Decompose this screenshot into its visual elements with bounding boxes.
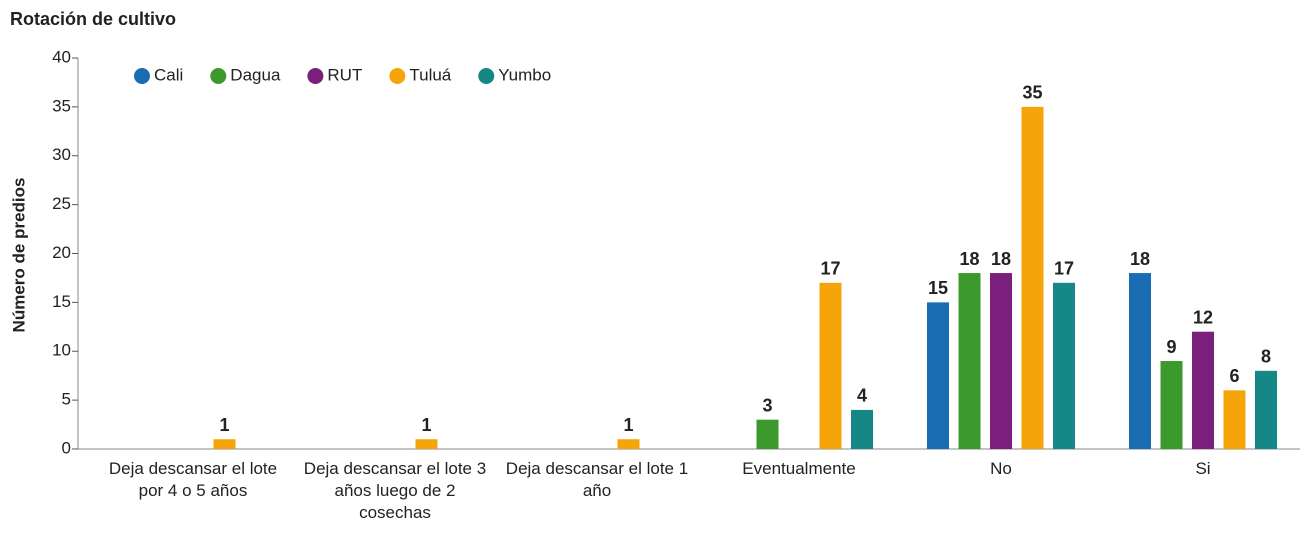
data-label: 8 <box>1261 347 1271 367</box>
y-tick-label: 15 <box>52 292 71 311</box>
x-tick-label: Deja descansar el lote 1 año <box>505 459 689 500</box>
x-tick-label: No <box>990 459 1012 478</box>
bar <box>819 282 842 449</box>
data-label: 17 <box>1054 259 1074 279</box>
bar <box>927 302 949 449</box>
x-tick-label: Si <box>1195 459 1211 478</box>
data-label: 4 <box>857 386 867 406</box>
data-label: 18 <box>959 249 979 269</box>
x-tick-label: Deja descansar el lote 3 años luego de 2… <box>303 459 487 522</box>
bar <box>1053 282 1075 449</box>
y-tick-label: 35 <box>52 96 71 115</box>
legend-swatch <box>389 68 406 84</box>
y-tick-label: 10 <box>52 341 71 360</box>
data-label: 9 <box>1166 337 1176 357</box>
y-tick-label: 40 <box>52 47 71 66</box>
legend-label: Tuluá <box>409 65 451 84</box>
data-label: 6 <box>1229 366 1239 386</box>
bar <box>1129 273 1151 449</box>
data-label: 1 <box>421 415 431 435</box>
bar <box>990 273 1012 449</box>
data-label: 17 <box>820 259 840 279</box>
legend-label: Yumbo <box>498 65 551 84</box>
data-label: 35 <box>1022 83 1042 103</box>
y-tick-label: 25 <box>52 194 71 213</box>
y-axis-label: Número de predios <box>9 178 28 333</box>
data-label: 12 <box>1193 307 1213 327</box>
data-label: 18 <box>1130 249 1150 269</box>
legend-swatch <box>307 68 324 84</box>
data-label: 18 <box>991 249 1011 269</box>
bar <box>1192 331 1214 449</box>
bar <box>1223 390 1246 449</box>
legend-label: Dagua <box>230 65 281 84</box>
legend-swatch <box>478 68 495 84</box>
bar <box>1160 361 1183 449</box>
legend-swatch <box>210 68 227 84</box>
y-tick-label: 0 <box>62 438 71 457</box>
legend-label: Cali <box>154 65 183 84</box>
data-label: 1 <box>623 415 633 435</box>
data-label: 1 <box>219 415 229 435</box>
bar <box>415 439 438 449</box>
bar <box>756 419 779 449</box>
bar <box>1255 370 1277 449</box>
data-label: 15 <box>928 278 948 298</box>
bar <box>851 409 873 449</box>
bar <box>617 439 640 449</box>
y-tick-label: 5 <box>62 390 71 409</box>
bar <box>958 273 981 449</box>
x-tick-label: Deja descansar el lote por 4 o 5 años <box>108 459 278 500</box>
chart-title: Rotación de cultivo <box>10 9 176 29</box>
legend-swatch <box>134 68 150 84</box>
y-tick-label: 20 <box>52 243 71 262</box>
x-tick-label: Eventualmente <box>742 459 856 478</box>
bar <box>1021 106 1044 449</box>
data-label: 3 <box>762 395 772 415</box>
legend-label: RUT <box>327 65 362 84</box>
y-tick-label: 30 <box>52 145 71 164</box>
bar <box>213 439 236 449</box>
